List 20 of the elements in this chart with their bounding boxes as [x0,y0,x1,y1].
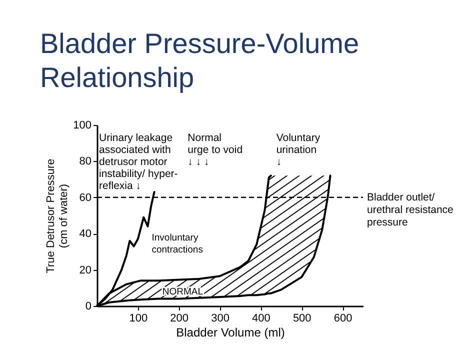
y-axis-title: True Detrusor Pressure (cm of water) [45,158,70,274]
annotation: Normal urge to void ↓ ↓ ↓ [188,132,243,168]
ref-line-label: Bladder outlet/ urethral resistance pressure [367,191,454,228]
annotation: Voluntary urination ↓ [276,132,321,168]
x-tick-label: 100 [129,312,148,324]
annotation: Involuntary contractions [152,232,204,256]
x-tick-label: 400 [252,312,270,324]
y-tick-label: 40 [79,228,92,240]
chart-title: Bladder Pressure-Volume Relationship [40,28,360,93]
x-tick-label: 600 [334,312,352,324]
y-tick-label: 60 [79,192,92,204]
annotation: Urinary leakage associated with detrusor motor instability/ hyper- reflexia ↓ [99,132,178,192]
x-tick-label: 200 [170,312,189,324]
x-tick-label: 300 [211,312,230,324]
y-tick-label: 0 [85,300,92,312]
y-tick-label: 80 [79,156,92,168]
y-tick-label: 100 [73,120,92,132]
y-tick-label: 20 [79,264,92,276]
x-axis-title: Bladder Volume (ml) [176,326,285,340]
x-tick-label: 500 [292,312,312,324]
